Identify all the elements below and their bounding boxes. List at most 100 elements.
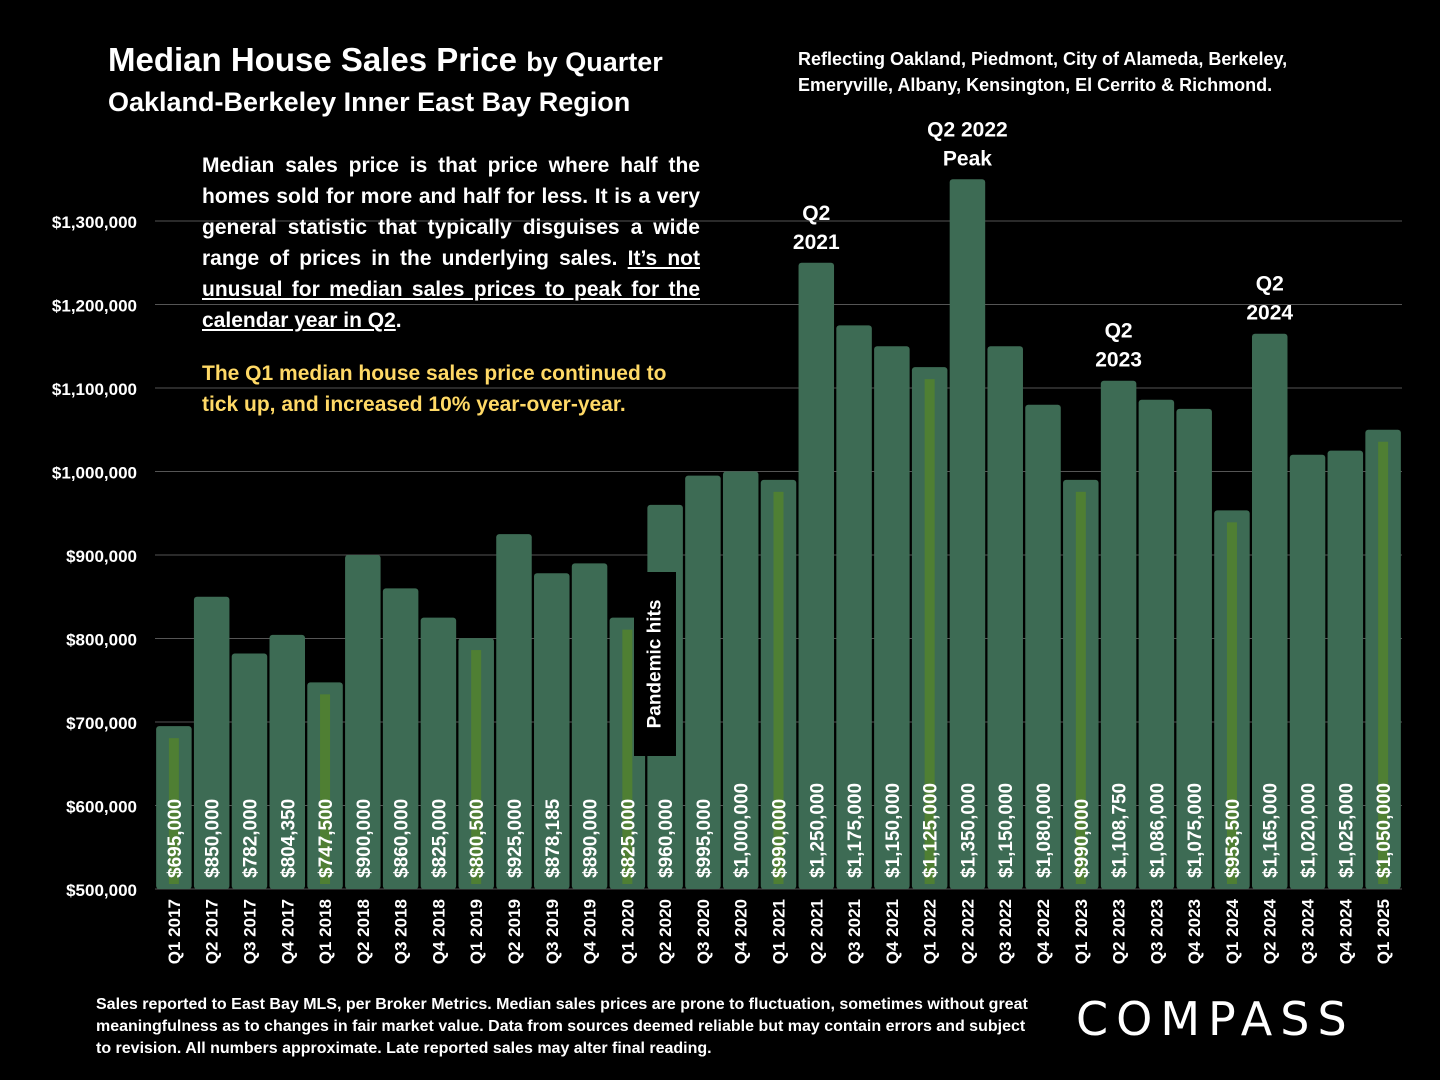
bar [836, 325, 872, 889]
footer-note: Sales reported to East Bay MLS, per Brok… [96, 996, 1028, 1057]
x-tick-label: Q3 2023 [1147, 899, 1166, 964]
bar [231, 653, 268, 889]
explainer-text-end: . [395, 309, 402, 332]
bar-q1-highlight [471, 650, 482, 884]
bar [874, 346, 910, 889]
coverage-note: Reflecting Oakland, Piedmont, City of Al… [798, 46, 1398, 98]
bar-value-label: $850,000 [203, 799, 224, 878]
x-tick-label: Q3 2020 [694, 899, 713, 964]
x-tick-label: Q1 2021 [770, 899, 789, 964]
x-tick-label: Q2 2023 [1110, 899, 1129, 964]
bar-value-label: $825,000 [429, 799, 450, 878]
bar-value-label: $1,125,000 [921, 783, 942, 878]
pandemic-label: Pandemic hits [634, 572, 676, 756]
bar [382, 588, 419, 889]
title-block: Median House Sales Price by Quarter Oakl… [108, 40, 663, 122]
bar-value-label: $960,000 [656, 799, 677, 878]
chart-title-suffix: by Quarter [526, 47, 663, 77]
x-axis-ticks: Q1 2017 Q2 2017 Q3 2017 Q4 2017 Q1 2018 Q2 20… [165, 898, 1393, 964]
bar-value-label: $990,000 [770, 799, 791, 878]
x-tick-label: Q4 2024 [1336, 898, 1355, 964]
bar-value-label: $1,250,000 [807, 783, 828, 878]
coverage-line-1: Reflecting Oakland, Piedmont, City of Al… [798, 49, 1288, 69]
bar-value-label: $804,350 [278, 799, 299, 878]
pandemic-label-text: Pandemic hits [644, 599, 666, 729]
bar-value-label: $860,000 [392, 799, 413, 878]
bar-q1-highlight [1378, 441, 1389, 884]
bar [1327, 450, 1364, 889]
compass-logo: COMPASS [1076, 992, 1355, 1046]
bar [534, 573, 570, 889]
y-tick-label: $600,000 [66, 798, 137, 817]
bar-value-label: $1,108,750 [1110, 783, 1131, 878]
x-tick-label: Q4 2018 [429, 899, 448, 964]
x-tick-label: Q4 2020 [732, 899, 751, 964]
x-tick-label: Q4 2019 [581, 899, 600, 964]
x-tick-label: Q3 2017 [240, 899, 259, 964]
bar [269, 634, 306, 889]
annotation-q2-2024: 2024 [1246, 302, 1293, 325]
explainer-text: Median sales price is that price where h… [202, 150, 700, 420]
bar-value-label: $878,185 [543, 798, 564, 878]
y-tick-label: $1,100,000 [52, 380, 137, 399]
bar [685, 475, 721, 889]
x-tick-label: Q1 2018 [316, 899, 335, 964]
x-tick-label: Q1 2025 [1374, 899, 1393, 964]
y-tick-label: $1,300,000 [52, 213, 137, 232]
explainer-paragraph: Median sales price is that price where h… [202, 150, 700, 336]
x-tick-label: Q4 2023 [1185, 899, 1204, 964]
x-tick-label: Q4 2021 [883, 899, 902, 964]
bar [496, 534, 532, 889]
bar [571, 563, 608, 889]
x-tick-label: Q2 2018 [354, 899, 373, 964]
annotation-q2-2021: 2021 [793, 231, 840, 254]
bar-value-label: $1,150,000 [996, 783, 1017, 878]
bar-value-label: $1,175,000 [845, 783, 866, 878]
y-tick-label: $900,000 [66, 547, 137, 566]
x-tick-label: Q4 2022 [1034, 899, 1053, 964]
bar-value-label: $925,000 [505, 799, 526, 878]
bar-value-label: $953,500 [1223, 799, 1244, 878]
bar-value-label: $995,000 [694, 799, 715, 878]
bar-value-label: $1,000,000 [732, 783, 753, 878]
bar-value-label: $900,000 [354, 799, 375, 878]
chart-title-main: Median House Sales Price [108, 41, 518, 78]
bar [1289, 454, 1326, 889]
x-tick-label: Q2 2024 [1261, 898, 1280, 964]
bar-q1-highlight [773, 491, 784, 884]
bar [1025, 404, 1061, 889]
annotations: Q2 2021 Q2 2022 Peak Q2 2023 Q2 2024 [793, 118, 1293, 371]
bar-value-label: $825,000 [618, 799, 639, 878]
y-axis-ticks: $500,000 $600,000 $700,000 $800,000 $900,000… [52, 213, 137, 900]
y-tick-label: $700,000 [66, 714, 137, 733]
bar-value-label: $1,080,000 [1034, 783, 1055, 878]
x-tick-label: Q2 2020 [656, 899, 675, 964]
bars: $695,000 $850,000 $782,000 $804,350 $747,500… [156, 179, 1401, 890]
bar-value-label: $800,500 [467, 799, 488, 878]
x-tick-label: Q2 2019 [505, 899, 524, 964]
x-tick-label: Q2 2021 [807, 899, 826, 964]
bar-value-label: $1,150,000 [883, 783, 904, 878]
bar [420, 617, 457, 889]
x-tick-label: Q1 2022 [921, 899, 940, 964]
bar-value-label: $1,086,000 [1147, 783, 1168, 878]
bar-value-label: $1,025,000 [1336, 783, 1357, 878]
bar-value-label: $1,350,000 [958, 783, 979, 878]
bar [193, 596, 230, 889]
bar [949, 179, 986, 889]
x-tick-label: Q3 2021 [845, 899, 864, 964]
bar-value-label: $890,000 [581, 799, 602, 878]
x-tick-label: Q1 2017 [165, 899, 184, 964]
x-tick-label: Q3 2022 [996, 899, 1015, 964]
explainer-text-1: Median sales price is that price where h… [202, 154, 700, 270]
x-tick-label: Q1 2024 [1223, 898, 1242, 964]
bar [345, 555, 381, 889]
y-tick-label: $1,200,000 [52, 297, 137, 316]
bar-value-label: $782,000 [240, 799, 261, 878]
bar [1176, 408, 1212, 889]
explainer-underlined: It’s not unusual for median sales prices… [202, 247, 701, 332]
y-tick-label: $800,000 [66, 631, 137, 650]
bar-q1-highlight [622, 629, 633, 884]
x-tick-label: Q3 2018 [392, 899, 411, 964]
